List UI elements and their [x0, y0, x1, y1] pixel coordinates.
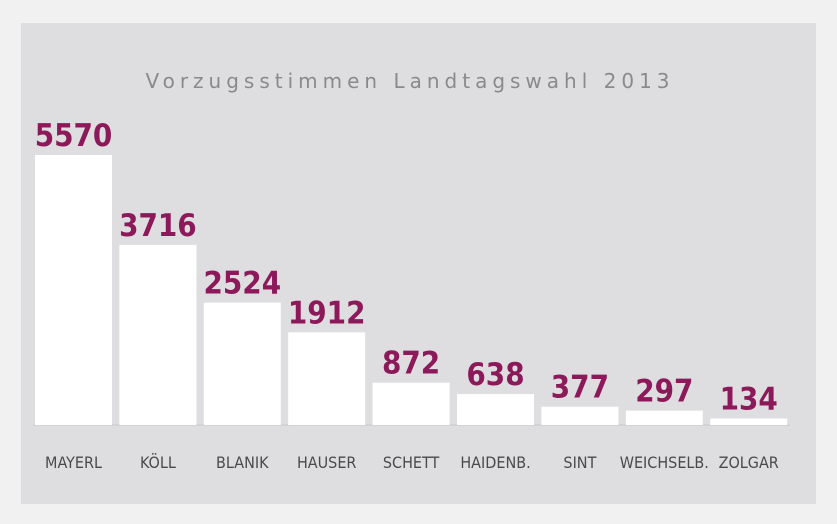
bar-3 — [288, 332, 366, 425]
value-label-6: 377 — [551, 370, 609, 406]
category-label-7: WEICHSELB. — [620, 453, 709, 472]
value-label-3: 1912 — [288, 295, 366, 331]
category-label-4: SCHETT — [383, 453, 440, 472]
bar-0 — [35, 155, 112, 425]
chart-title: Vorzugsstimmen Landtagswahl 2013 — [145, 69, 674, 93]
bar-6 — [541, 406, 619, 425]
category-label-0: MAYERL — [45, 453, 102, 472]
category-label-5: HAIDENB. — [460, 453, 530, 472]
value-label-2: 2524 — [203, 266, 281, 302]
category-label-2: BLANIK — [216, 453, 269, 472]
bar-4 — [372, 382, 450, 425]
bars-group: 5570 MAYERL 3716 KÖLL 2524 BLANIK 1912 HAUSER 87… — [35, 118, 788, 472]
bar-8 — [710, 418, 788, 425]
category-label-8: ZOLGAR — [719, 453, 779, 472]
value-label-0: 5570 — [35, 118, 113, 154]
category-label-3: HAUSER — [297, 453, 356, 472]
bar-5 — [457, 394, 534, 425]
value-label-7: 297 — [635, 374, 693, 410]
bar-1 — [119, 244, 197, 425]
category-label-6: SINT — [563, 453, 596, 472]
bar-2 — [203, 302, 281, 425]
value-label-5: 638 — [466, 357, 524, 393]
value-label-8: 134 — [720, 382, 778, 418]
bar-7 — [625, 410, 703, 425]
category-label-1: KÖLL — [140, 453, 176, 472]
value-label-4: 872 — [382, 346, 440, 382]
value-label-1: 3716 — [119, 208, 197, 244]
